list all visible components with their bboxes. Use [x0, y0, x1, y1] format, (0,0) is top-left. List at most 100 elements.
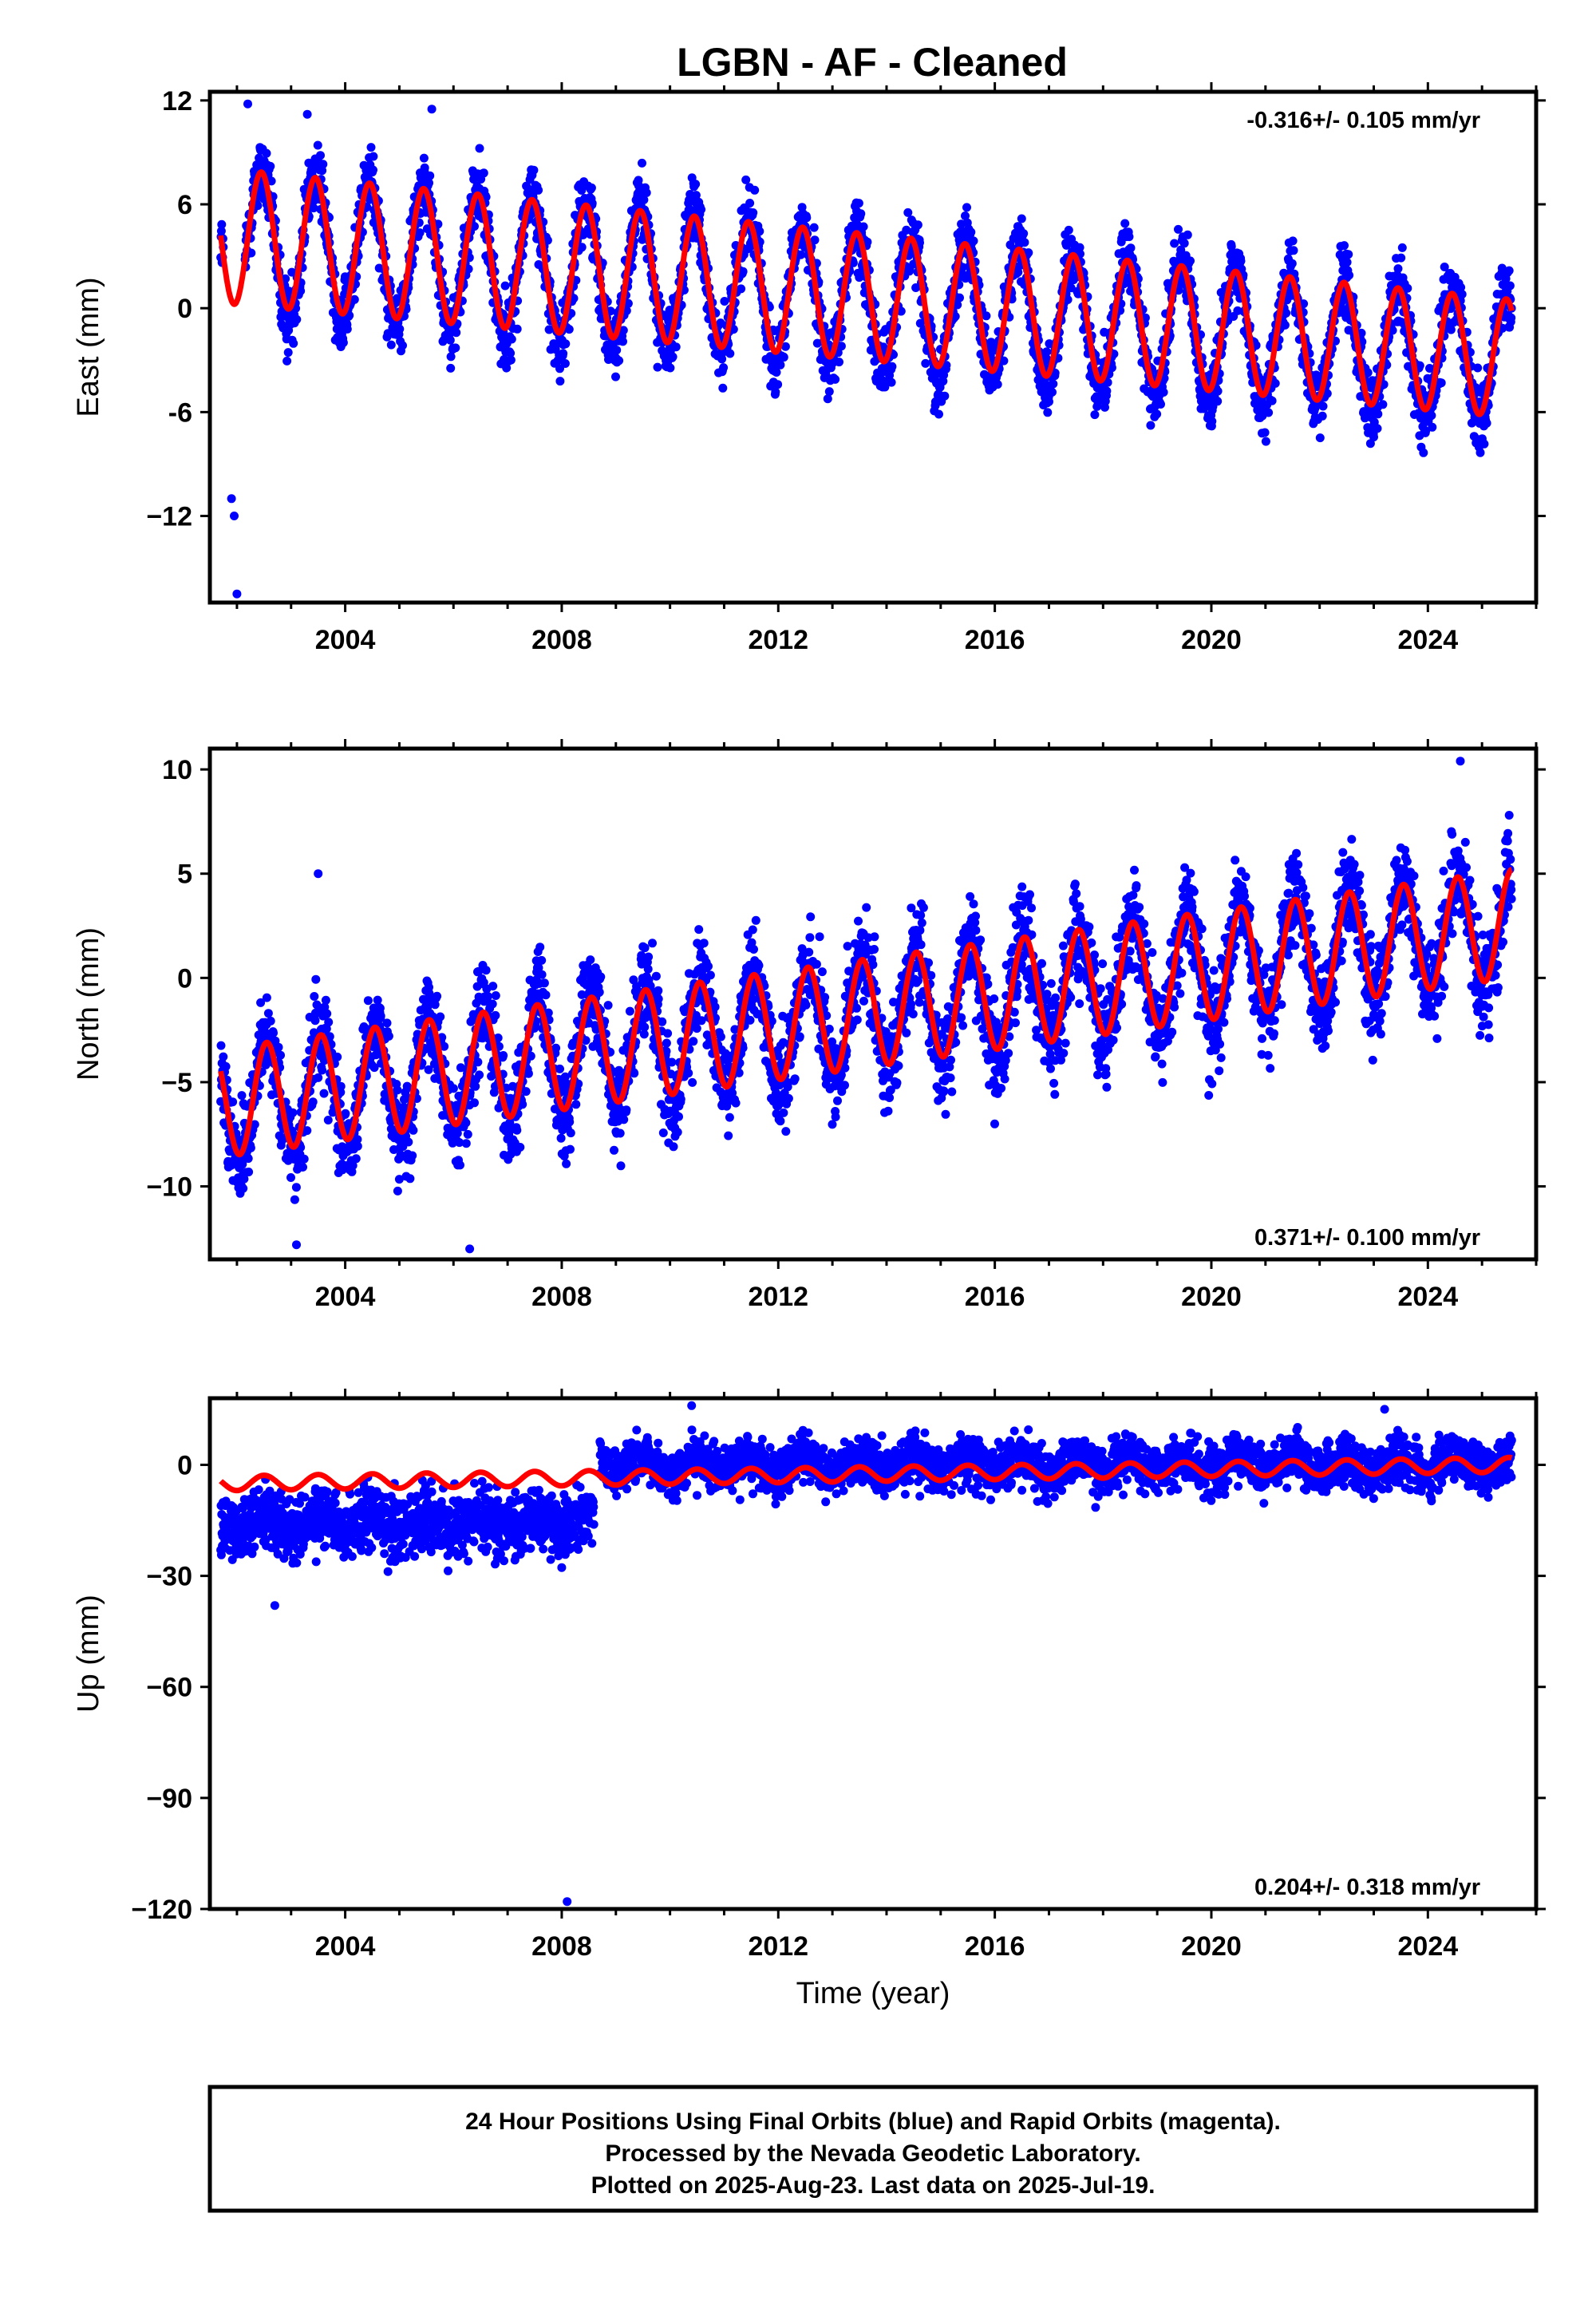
data-point [969, 236, 978, 246]
data-point [1126, 243, 1136, 253]
data-point [1287, 259, 1297, 268]
data-point [247, 248, 256, 258]
data-point [318, 160, 328, 169]
velocity-annotation: -0.316+/- 0.105 mm/yr [1246, 108, 1480, 133]
data-point [773, 380, 783, 389]
data-point [544, 325, 554, 334]
data-point [425, 171, 435, 180]
data-point [671, 342, 681, 352]
data-point [1049, 379, 1058, 389]
data-point [282, 356, 292, 366]
data-point [319, 1089, 329, 1098]
data-point [618, 337, 627, 346]
data-point [720, 297, 729, 306]
data-point [738, 267, 748, 276]
outlier-point [232, 589, 242, 599]
data-point [691, 191, 701, 200]
data-point [797, 203, 807, 212]
outlier-point [427, 105, 437, 114]
data-point [228, 1097, 238, 1107]
data-point [848, 258, 858, 267]
data-point [512, 324, 522, 334]
data-point [405, 1174, 415, 1184]
data-point [824, 387, 834, 397]
data-point [1345, 271, 1354, 280]
data-point [1179, 239, 1189, 248]
data-point [1102, 386, 1112, 396]
data-point [217, 219, 227, 229]
outlier-point [243, 99, 252, 109]
x-tick-label: 2008 [531, 625, 592, 655]
data-point [1288, 236, 1298, 246]
data-point [1064, 225, 1073, 235]
data-point [750, 185, 760, 195]
data-point [537, 955, 547, 965]
outlier-point [230, 512, 239, 520]
data-point [1090, 410, 1100, 420]
data-point [316, 151, 325, 160]
data-point [535, 943, 545, 952]
data-point [502, 363, 512, 373]
data-point [451, 343, 460, 353]
data-point [274, 1042, 283, 1052]
data-point [461, 1118, 471, 1128]
data-point [425, 178, 433, 188]
data-point [499, 1051, 508, 1060]
data-point [369, 165, 377, 175]
data-point [216, 227, 226, 235]
data-point [1315, 433, 1325, 443]
data-point [1373, 409, 1383, 419]
data-point [1403, 283, 1412, 293]
data-point [475, 1070, 484, 1080]
data-point [725, 349, 735, 358]
final-orbits-points [216, 99, 1516, 599]
data-point [1020, 238, 1029, 247]
data-point [338, 338, 348, 347]
data-point [993, 380, 1002, 389]
data-point [856, 209, 866, 219]
data-point [322, 1009, 332, 1018]
data-point [324, 1018, 334, 1027]
data-point [966, 227, 976, 237]
data-point [809, 223, 819, 232]
data-point [1156, 400, 1165, 409]
data-point [1289, 246, 1298, 255]
data-point [537, 970, 547, 979]
data-point [776, 360, 785, 370]
data-point [1436, 378, 1446, 388]
data-point [835, 358, 843, 367]
data-point [290, 1195, 299, 1204]
data-point [653, 362, 662, 372]
x-tick-label: 2016 [965, 625, 1025, 655]
data-point [292, 314, 302, 324]
data-point [555, 377, 565, 386]
data-point [1213, 386, 1223, 396]
data-point [539, 978, 549, 988]
data-point [288, 1108, 298, 1117]
data-point [323, 1116, 333, 1124]
data-point [1342, 258, 1352, 267]
x-tick-label: 2012 [748, 625, 808, 655]
data-point [484, 992, 492, 1001]
data-point [1261, 437, 1270, 446]
data-point [1280, 320, 1290, 330]
data-point [398, 341, 407, 350]
data-point [523, 1069, 533, 1078]
data-point [321, 995, 330, 1005]
data-point [284, 287, 294, 296]
data-point [1174, 224, 1183, 234]
data-point [1213, 397, 1223, 406]
y-axis-label: East (mm) [72, 277, 105, 417]
data-point [771, 387, 780, 397]
data-point [1260, 428, 1270, 437]
data-point [697, 205, 706, 214]
data-point [543, 235, 552, 245]
data-point [1505, 281, 1515, 290]
data-point [266, 1016, 275, 1026]
data-point [749, 208, 758, 217]
data-point [221, 1061, 231, 1071]
data-point [299, 1154, 309, 1164]
data-point [1317, 411, 1327, 421]
data-point [386, 340, 396, 350]
